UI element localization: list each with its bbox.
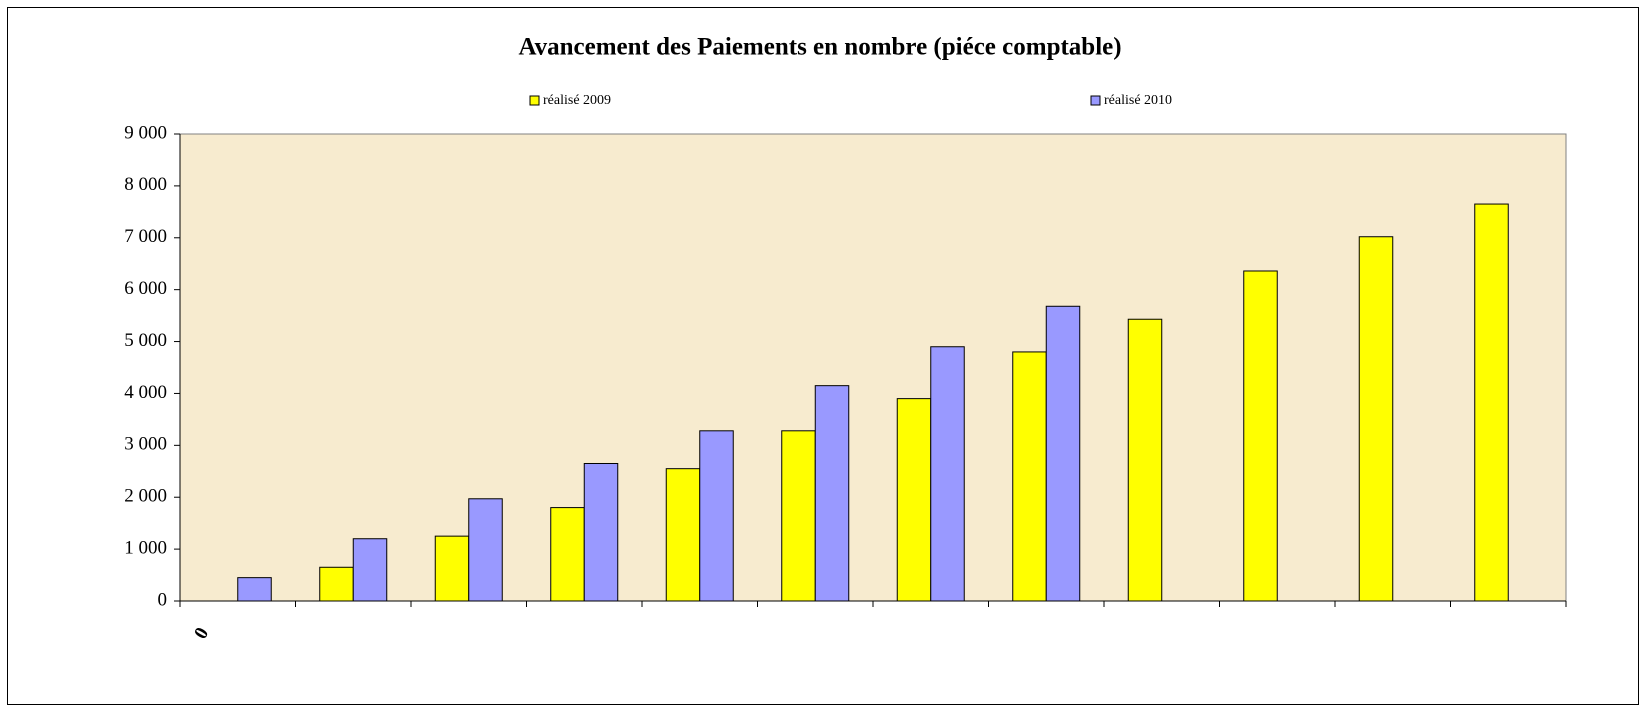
- y-tick-label: 0: [158, 589, 168, 610]
- y-tick-label: 5 000: [124, 330, 167, 351]
- bar: [1474, 203, 1509, 602]
- bar: [665, 468, 701, 602]
- y-tick-label: 6 000: [124, 278, 167, 299]
- legend-swatch: [529, 95, 540, 106]
- y-tick-label: 7 000: [124, 226, 167, 247]
- bar: [896, 398, 932, 602]
- bar: [930, 346, 965, 602]
- plot-area: [179, 133, 1567, 602]
- bar: [1243, 270, 1278, 602]
- y-tick-label: 9 000: [124, 122, 167, 143]
- bar: [1358, 236, 1394, 602]
- y-tick-label: 8 000: [124, 174, 167, 195]
- bar: [1045, 305, 1081, 602]
- bar: [699, 430, 734, 602]
- y-tick-label: 4 000: [124, 382, 167, 403]
- bar: [352, 538, 388, 602]
- legend-swatch: [1090, 95, 1101, 106]
- legend-label: réalisé 2009: [543, 93, 611, 108]
- bar: [814, 385, 850, 602]
- bar: [434, 535, 470, 602]
- bar: [1127, 318, 1163, 602]
- legend-label: réalisé 2010: [1104, 93, 1172, 108]
- chart-title: Avancement des Paiements en nombre (piéc…: [518, 34, 1121, 61]
- y-tick-label: 3 000: [124, 434, 167, 455]
- bar: [468, 498, 503, 602]
- y-tick-label: 1 000: [124, 537, 167, 558]
- bar: [1012, 351, 1047, 602]
- bar: [319, 566, 354, 602]
- bar: [237, 577, 272, 602]
- y-tick-label: 2 000: [124, 486, 167, 507]
- bar: [781, 430, 816, 602]
- bar: [583, 462, 619, 602]
- bar: [550, 507, 585, 602]
